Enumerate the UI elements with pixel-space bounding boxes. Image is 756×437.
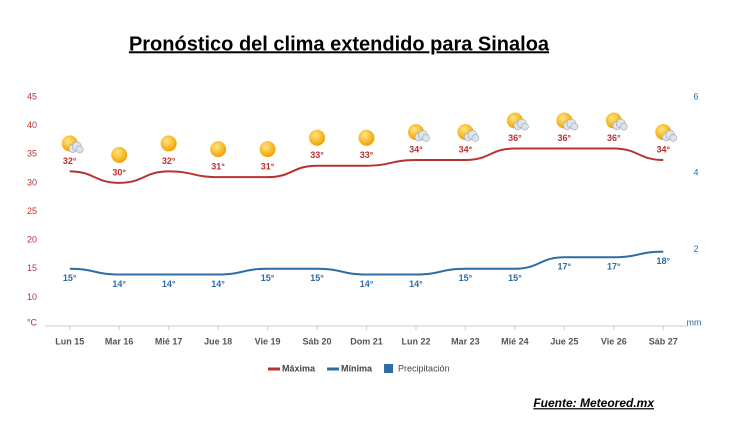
data-label: 32° xyxy=(162,156,176,166)
data-label: 36° xyxy=(558,133,572,143)
y2-tick-label: 6 xyxy=(693,91,698,101)
data-label: 34° xyxy=(409,144,423,154)
cloud-icon xyxy=(414,130,430,142)
data-label: 34° xyxy=(656,144,670,154)
legend-label: Precipitación xyxy=(398,363,450,373)
legend-label: Máxima xyxy=(282,363,316,373)
y-tick-label: 25 xyxy=(27,206,37,216)
sun-icon xyxy=(358,129,375,146)
series-line xyxy=(69,250,664,276)
data-label: 34° xyxy=(459,144,473,154)
x-tick-label: Sáb 20 xyxy=(303,336,332,346)
sun-icon xyxy=(309,129,326,146)
data-label: 14° xyxy=(360,279,374,289)
cloud-icon xyxy=(464,130,480,142)
cloud-icon xyxy=(68,141,84,154)
y-tick-label: 45 xyxy=(27,91,37,101)
cloud-part xyxy=(521,122,529,131)
y-tick-label: 35 xyxy=(27,149,37,159)
data-label: 15° xyxy=(261,273,275,283)
data-label: 31° xyxy=(211,162,225,172)
source: Fuente: Meteored.mx xyxy=(533,396,655,410)
x-tick-label: Sáb 27 xyxy=(649,336,678,346)
y-tick-label: 20 xyxy=(27,235,37,245)
cloud-icon xyxy=(563,118,579,131)
cloud-part xyxy=(422,134,430,142)
x-tick-label: Jue 18 xyxy=(204,336,232,346)
data-label: 15° xyxy=(310,273,324,283)
cloud-part xyxy=(669,134,678,142)
cloud-icon xyxy=(513,118,529,131)
x-tick-label: Jue 25 xyxy=(550,336,578,346)
y-tick-label: 30 xyxy=(27,177,37,187)
sun-icon xyxy=(259,141,276,158)
x-tick-label: Lun 22 xyxy=(401,336,430,346)
y-tick-label: 15 xyxy=(27,263,37,273)
x-tick-label: Vie 19 xyxy=(255,336,281,346)
data-label: 14° xyxy=(112,279,126,289)
data-label: 33° xyxy=(360,150,374,160)
x-tick-label: Mié 17 xyxy=(155,336,183,346)
x-tick-label: Mié 24 xyxy=(501,336,529,346)
data-label: 14° xyxy=(162,279,176,289)
chart-title: Pronóstico del clima extendido para Sina… xyxy=(129,33,550,55)
legend-swatch xyxy=(384,364,394,373)
sun-icon xyxy=(160,135,177,152)
cloud-icon xyxy=(661,130,678,142)
sun-icon xyxy=(210,141,227,158)
y-unit: °C xyxy=(27,317,38,327)
data-label: 15° xyxy=(459,273,473,283)
data-label: 17° xyxy=(607,262,621,272)
x-tick-label: Mar 16 xyxy=(105,336,134,346)
data-label: 33° xyxy=(310,150,324,160)
cloud-part xyxy=(471,134,480,142)
x-tick-label: Mar 23 xyxy=(451,336,480,346)
data-label: 18° xyxy=(656,256,670,266)
series-line xyxy=(69,147,664,184)
y-tick-label: 40 xyxy=(27,120,37,130)
legend-label: Mínima xyxy=(341,363,373,373)
cloud-part xyxy=(570,122,579,131)
data-label: 36° xyxy=(508,133,522,143)
data-label: 14° xyxy=(409,279,423,289)
sun-icon xyxy=(111,146,128,163)
cloud-part xyxy=(620,122,628,131)
data-label: 15° xyxy=(63,273,77,283)
data-label: 14° xyxy=(211,279,225,289)
data-label: 32° xyxy=(63,156,77,166)
x-tick-label: Lun 15 xyxy=(55,336,84,346)
y2-tick-label: 4 xyxy=(693,168,698,178)
y2-tick-label: 2 xyxy=(693,244,698,254)
data-label: 31° xyxy=(261,162,275,172)
data-label: 36° xyxy=(607,133,621,143)
cloud-part xyxy=(75,145,84,154)
y2-unit: mm xyxy=(687,317,702,327)
x-tick-label: Dom 21 xyxy=(350,336,383,346)
data-label: 17° xyxy=(558,262,572,272)
y-tick-label: 10 xyxy=(27,292,37,302)
cloud-icon xyxy=(612,118,628,131)
data-label: 30° xyxy=(112,167,126,177)
x-tick-label: Vie 26 xyxy=(601,336,627,346)
data-label: 15° xyxy=(508,273,522,283)
